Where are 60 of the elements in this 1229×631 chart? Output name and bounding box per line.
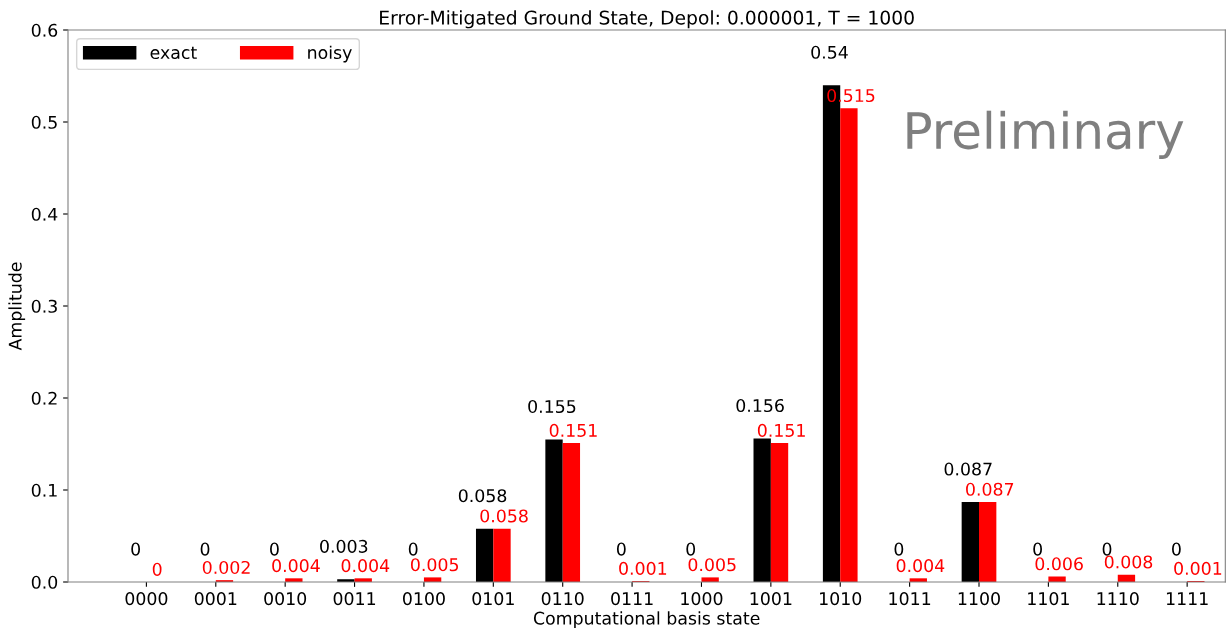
data-label: 0 bbox=[1172, 542, 1181, 556]
y-tick-label: 0.1 bbox=[31, 483, 57, 497]
x-tick-label: 0101 bbox=[472, 592, 514, 606]
data-label: 0.006 bbox=[1035, 557, 1083, 571]
data-label: 0.005 bbox=[410, 558, 459, 572]
x-tick-label: 1001 bbox=[750, 592, 792, 606]
legend-label: noisy bbox=[308, 45, 352, 63]
annotation: Preliminary bbox=[907, 110, 1184, 160]
data-label: 0 bbox=[616, 542, 626, 556]
x-tick-label: 1011 bbox=[889, 592, 931, 606]
x-tick-label: 1111 bbox=[1166, 592, 1208, 605]
data-label: 0 bbox=[152, 562, 162, 576]
data-label: 0.004 bbox=[896, 559, 945, 573]
x-tick-label: 1000 bbox=[681, 592, 723, 606]
data-label: 0.004 bbox=[272, 559, 320, 573]
y-tick-label: 0.5 bbox=[31, 115, 57, 129]
data-label: 0.001 bbox=[619, 561, 667, 575]
y-tick-label: 0.6 bbox=[31, 23, 58, 37]
data-label: 0 bbox=[894, 542, 904, 556]
data-label: 0.151 bbox=[549, 423, 597, 437]
legend-label: exact bbox=[150, 46, 197, 60]
data-label: 0.54 bbox=[811, 45, 848, 59]
x-tick-label: 1100 bbox=[958, 592, 1000, 606]
data-label: 0.155 bbox=[528, 399, 576, 414]
data-label: 0.005 bbox=[688, 558, 736, 572]
y-tick-label: 0.4 bbox=[31, 207, 58, 221]
data-label: 0.008 bbox=[1104, 555, 1153, 569]
data-label: 0.087 bbox=[944, 462, 992, 476]
data-label: 0 bbox=[686, 542, 696, 556]
data-label: 0.003 bbox=[320, 539, 368, 553]
data-label: 0 bbox=[200, 542, 210, 556]
data-label: 0.002 bbox=[202, 560, 250, 575]
data-label: 0.151 bbox=[757, 423, 805, 437]
y-tick-label: 0.2 bbox=[31, 391, 57, 405]
data-label: 0.001 bbox=[1174, 561, 1222, 575]
x-tick-label: 0001 bbox=[194, 592, 237, 606]
data-label: 0.058 bbox=[458, 489, 507, 503]
data-label: 0 bbox=[270, 542, 279, 556]
data-label: 0 bbox=[131, 542, 141, 556]
x-tick-label: 0000 bbox=[125, 592, 168, 606]
data-label: 0 bbox=[1102, 542, 1112, 556]
x-tick-label: 0100 bbox=[402, 592, 445, 606]
x-axis-title: Computational basis state bbox=[533, 611, 760, 629]
x-tick-label: 0110 bbox=[541, 592, 584, 606]
x-tick-label: 1110 bbox=[1097, 592, 1139, 606]
data-label: 0 bbox=[408, 542, 418, 556]
y-tick-label: 0.0 bbox=[31, 575, 58, 589]
x-tick-label: 1010 bbox=[820, 592, 862, 606]
data-label: 0.087 bbox=[966, 482, 1014, 496]
data-label: 0.004 bbox=[341, 559, 390, 573]
x-tick-label: 1101 bbox=[1028, 592, 1069, 606]
y-axis-title: Amplitude bbox=[8, 262, 26, 351]
x-tick-label: 0010 bbox=[264, 592, 307, 606]
y-tick-label: 0.3 bbox=[31, 299, 57, 313]
data-label: 0.156 bbox=[736, 398, 784, 413]
x-tick-label: 0011 bbox=[333, 592, 376, 606]
chart-title: Error-Mitigated Ground State, Depol: 0.000001, T = 1000 bbox=[380, 10, 914, 29]
x-tick-label: 0111 bbox=[611, 592, 653, 606]
data-label: 0.058 bbox=[480, 509, 528, 523]
data-label: 0 bbox=[1033, 542, 1042, 556]
